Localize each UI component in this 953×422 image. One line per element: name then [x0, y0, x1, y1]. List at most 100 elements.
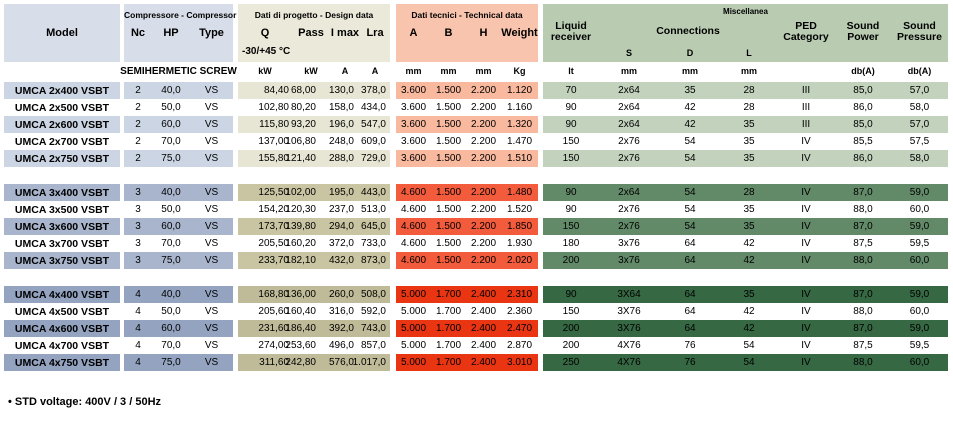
unit-pass: kW [304, 66, 318, 76]
sound-pressure-cell: 59,0 [909, 187, 930, 198]
b-cell: 1.500 [435, 187, 462, 198]
sound-pressure-cell: 60,0 [909, 306, 930, 317]
q-cell: 84,40 [263, 85, 289, 96]
model-cell: UMCA 3x400 VSBT [14, 186, 110, 199]
liquid-receiver-cell: 180 [562, 238, 580, 249]
liquid-receiver-cell: 70 [565, 85, 577, 96]
design-section-title: Dati di progetto - Design data [254, 10, 374, 20]
b-cell: 1.500 [435, 85, 462, 96]
col-header-sound-power: Sound Power [846, 19, 880, 43]
q-cell: 168,80 [258, 289, 289, 300]
pass-cell: 120,30 [285, 204, 316, 215]
a-cell: 5.000 [400, 323, 427, 334]
h-cell: 2.200 [470, 153, 497, 164]
b-cell: 1.500 [435, 238, 462, 249]
conn-s-cell: 2x64 [618, 102, 640, 113]
design-column-headers: Q Pass I max Lra [238, 27, 390, 39]
model-cell: UMCA 3x700 VSBT [14, 237, 110, 250]
spacer [543, 48, 599, 58]
nc-cell: 2 [135, 102, 141, 113]
model-cell: UMCA 3x750 VSBT [14, 254, 110, 267]
conn-d-cell: 54 [684, 204, 696, 215]
table-row: UMCA 3x700 VSBT 3 70,0 VS 205,50 160,20 372,0 7… [4, 235, 948, 252]
misc-section: 90 2x64 42 35 III 85,0 57,0 [543, 116, 948, 133]
comp-section: 2 70,0 VS [124, 133, 233, 150]
imax-cell: 158,0 [328, 102, 354, 113]
conn-s-cell: 4X76 [617, 357, 641, 368]
conn-d-cell: 76 [684, 357, 696, 368]
conn-l-cell: 54 [743, 340, 755, 351]
tech-section: 4.600 1.500 2.200 1.480 [396, 184, 538, 201]
q-cell: 154,20 [258, 204, 289, 215]
misc-section: 150 2x76 54 35 IV 87,0 59,0 [543, 218, 948, 235]
design-section: 231,60 186,40 392,0 743,0 [238, 320, 390, 337]
model-cell: UMCA 2x750 VSBT [14, 152, 110, 165]
col-header-d: D [686, 48, 694, 58]
sound-power-cell: 88,0 [853, 255, 873, 266]
model-section: UMCA 2x400 VSBT [4, 82, 120, 99]
unit-ped [777, 62, 835, 80]
nc-cell: 3 [135, 221, 141, 232]
a-cell: 4.600 [400, 187, 427, 198]
table-row: UMCA 3x600 VSBT 3 60,0 VS 173,70 139,80 294,0 6… [4, 218, 948, 235]
q-cell: 231,60 [258, 323, 289, 334]
ped-category-cell: IV [801, 255, 811, 266]
b-cell: 1.500 [435, 221, 462, 232]
col-header-q: Q [260, 27, 270, 39]
tech-section: 5.000 1.700 2.400 2.470 [396, 320, 538, 337]
col-header-liquid-receiver: Liquid receiver [550, 19, 592, 43]
conn-l-cell: 35 [743, 119, 755, 130]
unit-liquid-receiver: lt [568, 66, 574, 76]
h-cell: 2.400 [470, 340, 497, 351]
model-cell: UMCA 4x750 VSBT [14, 356, 110, 369]
misc-section: 70 2x64 35 28 III 85,0 57,0 [543, 82, 948, 99]
conn-d-cell: 42 [684, 102, 696, 113]
unit-h: mm [475, 66, 492, 76]
unit-imax: A [341, 66, 349, 76]
comp-section: 2 40,0 VS [124, 82, 233, 99]
weight-cell: 1.470 [506, 136, 533, 147]
lra-cell: 508,0 [360, 289, 386, 300]
conn-d-cell: 76 [684, 340, 696, 351]
lra-cell: 378,0 [360, 85, 386, 96]
model-section: UMCA 4x400 VSBT [4, 286, 120, 303]
comp-section: 2 50,0 VS [124, 99, 233, 116]
ped-category-cell: IV [801, 238, 811, 249]
b-cell: 1.500 [435, 204, 462, 215]
ped-category-cell: IV [801, 357, 811, 368]
comp-section: 4 60,0 VS [124, 320, 233, 337]
liquid-receiver-cell: 90 [565, 289, 577, 300]
lra-cell: 729,0 [360, 153, 386, 164]
pass-cell: 136,00 [285, 289, 316, 300]
sound-pressure-cell: 58,0 [909, 153, 930, 164]
misc-section: 200 3X76 64 42 IV 87,0 59,0 [543, 320, 948, 337]
b-cell: 1.700 [435, 323, 462, 334]
col-header-weight: Weight [501, 27, 538, 39]
liquid-receiver-cell: 200 [562, 340, 580, 351]
sound-power-cell: 87,0 [853, 221, 873, 232]
imax-cell: 392,0 [328, 323, 354, 334]
h-cell: 2.200 [470, 85, 497, 96]
model-cell: UMCA 4x700 VSBT [14, 339, 110, 352]
type-cell: VS [204, 306, 219, 317]
ped-category-cell: IV [801, 136, 811, 147]
pass-cell: 80,20 [290, 102, 316, 113]
sound-power-cell: 87,0 [853, 187, 873, 198]
technical-section-title: Dati tecnici - Technical data [411, 10, 523, 20]
h-cell: 2.200 [470, 136, 497, 147]
col-header-b: B [444, 27, 453, 39]
unit-b: mm [440, 66, 457, 76]
type-cell: VS [204, 136, 219, 147]
conn-d-cell: 64 [684, 323, 696, 334]
misc-section: 90 3X64 64 35 IV 87,0 59,0 [543, 286, 948, 303]
conn-s-cell: 2x64 [618, 187, 640, 198]
lra-cell: 547,0 [360, 119, 386, 130]
tech-section: 4.600 1.500 2.200 2.020 [396, 252, 538, 269]
weight-cell: 3.010 [506, 357, 533, 368]
model-group: UMCA 2x400 VSBT 2 40,0 VS 84,40 68,00 130,0 378… [4, 82, 948, 167]
weight-cell: 2.470 [506, 323, 533, 334]
misc-section: 150 2x76 54 35 IV 85,5 57,5 [543, 133, 948, 150]
weight-cell: 1.510 [506, 153, 533, 164]
misc-section: 90 2x76 54 35 IV 88,0 60,0 [543, 201, 948, 218]
